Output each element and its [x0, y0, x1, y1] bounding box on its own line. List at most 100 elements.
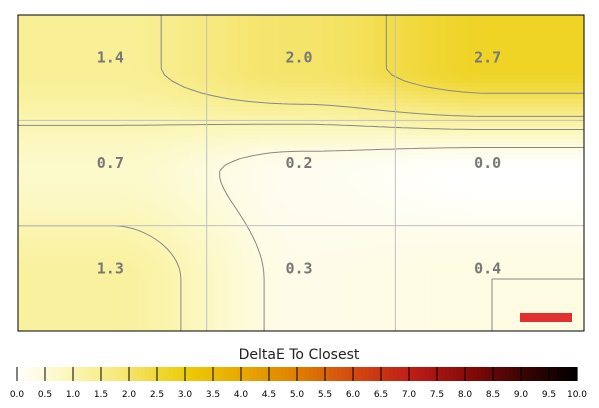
- heat-pixel: [406, 43, 411, 48]
- heat-pixel: [254, 47, 259, 52]
- heat-pixel: [490, 143, 495, 148]
- heat-pixel: [282, 151, 287, 156]
- heat-pixel: [370, 127, 375, 132]
- heat-pixel: [242, 103, 247, 108]
- heat-pixel: [98, 127, 103, 132]
- heat-pixel: [478, 47, 483, 52]
- heat-pixel: [558, 31, 563, 36]
- heat-pixel: [342, 51, 347, 56]
- heat-pixel: [462, 91, 467, 96]
- heat-pixel: [66, 51, 71, 56]
- heat-pixel: [22, 135, 27, 140]
- heat-pixel: [198, 115, 203, 120]
- heat-pixel: [166, 59, 171, 64]
- heat-pixel: [254, 79, 259, 84]
- heat-pixel: [286, 107, 291, 112]
- heat-pixel: [498, 71, 503, 76]
- heat-pixel: [554, 151, 559, 156]
- heat-pixel: [570, 79, 575, 84]
- heat-pixel: [434, 143, 439, 148]
- heat-pixel: [66, 87, 71, 92]
- heat-pixel: [230, 107, 235, 112]
- heat-pixel: [554, 135, 559, 140]
- heat-pixel: [266, 87, 271, 92]
- heat-pixel: [302, 31, 307, 36]
- heat-pixel: [154, 119, 159, 124]
- heat-pixel: [122, 55, 127, 60]
- heat-pixel: [238, 127, 243, 132]
- heat-pixel: [166, 103, 171, 108]
- heat-pixel: [182, 151, 187, 156]
- heat-pixel: [442, 103, 447, 108]
- heat-pixel: [34, 55, 39, 60]
- heat-pixel: [126, 79, 131, 84]
- heat-pixel: [282, 143, 287, 148]
- heat-pixel: [114, 51, 119, 56]
- heat-pixel: [398, 95, 403, 100]
- heat-pixel: [26, 55, 31, 60]
- heat-pixel: [114, 99, 119, 104]
- heat-pixel: [94, 95, 99, 100]
- heat-pixel: [386, 35, 391, 40]
- heat-pixel: [446, 15, 451, 20]
- heat-pixel: [582, 111, 584, 116]
- heat-pixel: [226, 151, 231, 156]
- heat-pixel: [426, 103, 431, 108]
- heat-pixel: [174, 135, 179, 140]
- heat-pixel: [470, 147, 475, 152]
- heat-pixel: [250, 111, 255, 116]
- heat-pixel: [582, 31, 584, 36]
- heat-pixel: [154, 95, 159, 100]
- heat-pixel: [262, 71, 267, 76]
- heat-pixel: [170, 39, 175, 44]
- heat-pixel: [506, 107, 511, 112]
- heat-pixel: [310, 99, 315, 104]
- heat-pixel: [242, 75, 247, 80]
- heat-pixel: [290, 103, 295, 108]
- heat-pixel: [354, 83, 359, 88]
- heat-pixel: [314, 127, 319, 132]
- heat-pixel: [142, 63, 147, 68]
- heat-pixel: [338, 19, 343, 24]
- heat-pixel: [434, 111, 439, 116]
- heat-pixel: [286, 47, 291, 52]
- heat-pixel: [42, 119, 47, 124]
- heat-pixel: [34, 63, 39, 68]
- heat-pixel: [258, 67, 263, 72]
- heat-pixel: [346, 111, 351, 116]
- heat-pixel: [198, 35, 203, 40]
- heat-pixel: [98, 27, 103, 32]
- heat-pixel: [518, 103, 523, 108]
- heat-pixel: [502, 75, 507, 80]
- heat-pixel: [74, 111, 79, 116]
- heat-pixel: [278, 47, 283, 52]
- heat-pixel: [190, 55, 195, 60]
- heat-pixel: [126, 115, 131, 120]
- heat-pixel: [190, 147, 195, 152]
- heat-pixel: [194, 99, 199, 104]
- heat-pixel: [262, 111, 267, 116]
- heat-pixel: [326, 123, 331, 128]
- heat-pixel: [558, 79, 563, 84]
- heat-pixel: [534, 135, 539, 140]
- heat-pixel: [414, 87, 419, 92]
- heat-pixel: [58, 119, 63, 124]
- heat-pixel: [238, 107, 243, 112]
- heat-pixel: [238, 131, 243, 136]
- heat-pixel: [470, 43, 475, 48]
- heat-pixel: [422, 99, 427, 104]
- heat-pixel: [154, 99, 159, 104]
- heat-pixel: [518, 151, 523, 156]
- heat-pixel: [250, 43, 255, 48]
- heat-pixel: [538, 43, 543, 48]
- heat-pixel: [74, 43, 79, 48]
- heat-pixel: [470, 83, 475, 88]
- heat-pixel: [510, 15, 515, 20]
- heat-pixel: [118, 151, 123, 156]
- heat-pixel: [394, 139, 399, 144]
- heat-pixel: [386, 47, 391, 52]
- heat-pixel: [342, 127, 347, 132]
- heat-pixel: [154, 135, 159, 140]
- heat-pixel: [494, 79, 499, 84]
- heat-pixel: [270, 39, 275, 44]
